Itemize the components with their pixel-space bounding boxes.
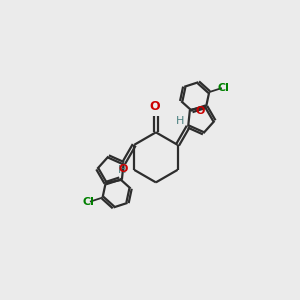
Text: O: O	[195, 106, 205, 116]
Text: O: O	[149, 100, 160, 112]
Text: Cl: Cl	[217, 82, 229, 93]
Text: H: H	[118, 165, 126, 175]
Text: Cl: Cl	[82, 197, 94, 207]
Text: H: H	[176, 116, 184, 126]
Text: O: O	[119, 164, 128, 174]
